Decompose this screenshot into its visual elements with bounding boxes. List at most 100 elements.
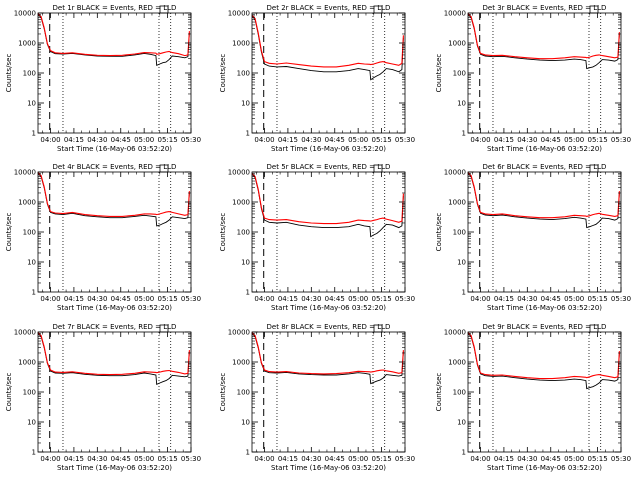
series-line-events — [37, 173, 190, 227]
x-tick-label: 05:15 — [371, 295, 391, 303]
series-line-lld — [37, 332, 190, 376]
y-tick-label: 10000 — [14, 169, 36, 177]
y-tick-label: 100 — [237, 229, 250, 237]
chart-title: Det 3r BLACK = Events, RED = LLD — [483, 4, 607, 12]
y-tick-label: 1 — [246, 289, 250, 297]
series-line-lld — [37, 172, 190, 217]
y-tick-label: 10 — [27, 100, 36, 108]
y-tick-label: 1 — [462, 449, 466, 457]
x-tick-label: 05:00 — [564, 136, 584, 144]
x-tick-label: 04:15 — [64, 136, 84, 144]
x-tick-label: 05:30 — [395, 295, 415, 303]
x-tick-label: 04:45 — [111, 295, 131, 303]
x-tick-label: 04:45 — [111, 455, 131, 463]
series-line-lld — [251, 173, 404, 225]
x-tick-label: 04:15 — [64, 295, 84, 303]
series-line-events — [251, 15, 404, 81]
x-tick-label: 05:00 — [348, 295, 368, 303]
y-tick-label: 1000 — [448, 40, 466, 48]
x-tick-label: 05:00 — [134, 455, 154, 463]
y-tick-label: 1000 — [448, 359, 466, 367]
chart-title: Det 2r BLACK = Events, RED = LLD — [267, 4, 391, 12]
y-tick-label: 100 — [23, 229, 36, 237]
x-tick-label: 04:45 — [541, 295, 561, 303]
x-axis-label: Start Time (16-May-06 03:52:20) — [271, 464, 386, 472]
y-axis-label: Counts/sec — [435, 213, 443, 252]
x-tick-label: 04:15 — [278, 455, 298, 463]
x-tick-label: 05:00 — [564, 295, 584, 303]
chart-panel-4: Det 4r BLACK = Events, RED = LLD 1 10 100 10… — [5, 163, 201, 312]
x-tick-label: 04:00 — [254, 295, 274, 303]
series-line-lld — [37, 13, 190, 57]
x-tick-label: 04:45 — [325, 455, 345, 463]
y-tick-label: 100 — [237, 389, 250, 397]
x-tick-label: 05:15 — [157, 295, 177, 303]
x-tick-label: 05:30 — [395, 136, 415, 144]
x-tick-label: 04:00 — [470, 455, 490, 463]
chart-title: Det 5r BLACK = Events, RED = LLD — [267, 163, 391, 171]
y-axis-label: Counts/sec — [5, 54, 13, 93]
y-tick-label: 1 — [462, 130, 466, 138]
y-tick-label: 1000 — [18, 40, 36, 48]
y-tick-label: 10 — [241, 259, 250, 267]
series-line-events — [467, 173, 620, 229]
series-line-events — [37, 14, 190, 66]
y-tick-label: 1000 — [232, 359, 250, 367]
chart-panel-2: Det 2r BLACK = Events, RED = LLD 1 10 100 10… — [219, 4, 415, 153]
x-tick-label: 04:45 — [111, 136, 131, 144]
x-axis-label: Start Time (16-May-06 03:52:20) — [271, 304, 386, 312]
y-tick-label: 10 — [457, 100, 466, 108]
x-tick-label: 04:30 — [517, 295, 537, 303]
x-tick-label: 05:15 — [371, 136, 391, 144]
x-tick-label: 05:00 — [134, 295, 154, 303]
y-axis-label: Counts/sec — [219, 373, 227, 412]
x-tick-label: 05:30 — [395, 455, 415, 463]
y-axis-label: Counts/sec — [219, 54, 227, 93]
x-tick-label: 04:00 — [254, 455, 274, 463]
plot-frame — [37, 331, 192, 453]
x-tick-label: 05:15 — [587, 455, 607, 463]
plot-frame — [251, 331, 406, 453]
x-tick-label: 05:00 — [348, 136, 368, 144]
y-tick-label: 10 — [457, 259, 466, 267]
chart-panel-7: Det 7r BLACK = Events, RED = LLD 1 10 100 10… — [5, 323, 201, 472]
y-tick-label: 10000 — [444, 329, 466, 337]
x-tick-label: 04:15 — [64, 455, 84, 463]
x-tick-label: 04:30 — [87, 455, 107, 463]
y-tick-label: 10 — [27, 419, 36, 427]
y-axis-label: Counts/sec — [435, 373, 443, 412]
x-tick-label: 04:00 — [470, 295, 490, 303]
chart-title: Det 1r BLACK = Events, RED = LLD — [53, 4, 177, 12]
y-tick-label: 1 — [246, 449, 250, 457]
chart-panel-3: Det 3r BLACK = Events, RED = LLD 1 10 100 10… — [435, 4, 631, 153]
x-tick-label: 05:00 — [348, 455, 368, 463]
x-tick-label: 04:30 — [301, 455, 321, 463]
y-tick-label: 1 — [32, 449, 36, 457]
plot-frame — [467, 12, 622, 134]
y-axis-label: Counts/sec — [5, 213, 13, 252]
plot-frame — [467, 331, 622, 453]
series-line-lld — [251, 14, 404, 68]
x-tick-label: 05:15 — [587, 295, 607, 303]
series-line-lld — [467, 13, 620, 60]
x-axis-label: Start Time (16-May-06 03:52:20) — [271, 145, 386, 153]
chart-panel-1: Det 1r BLACK = Events, RED = LLD 1 10 100 10… — [5, 4, 201, 153]
y-tick-label: 10000 — [228, 10, 250, 18]
x-tick-label: 04:30 — [87, 136, 107, 144]
x-tick-label: 05:15 — [157, 455, 177, 463]
chart-title: Det 9r BLACK = Events, RED = LLD — [483, 323, 607, 331]
y-tick-label: 10000 — [444, 10, 466, 18]
x-tick-label: 04:30 — [301, 295, 321, 303]
y-tick-label: 10000 — [14, 329, 36, 337]
x-tick-label: 04:30 — [517, 136, 537, 144]
chart-panel-5: Det 5r BLACK = Events, RED = LLD 1 10 100 10… — [219, 163, 415, 312]
x-tick-label: 04:45 — [541, 136, 561, 144]
y-tick-label: 10000 — [14, 10, 36, 18]
x-axis-label: Start Time (16-May-06 03:52:20) — [487, 304, 602, 312]
x-tick-label: 04:00 — [40, 455, 60, 463]
series-line-events — [467, 333, 620, 390]
series-line-events — [251, 333, 404, 385]
x-tick-label: 05:15 — [587, 136, 607, 144]
x-tick-label: 04:00 — [470, 136, 490, 144]
y-tick-label: 1 — [246, 130, 250, 138]
